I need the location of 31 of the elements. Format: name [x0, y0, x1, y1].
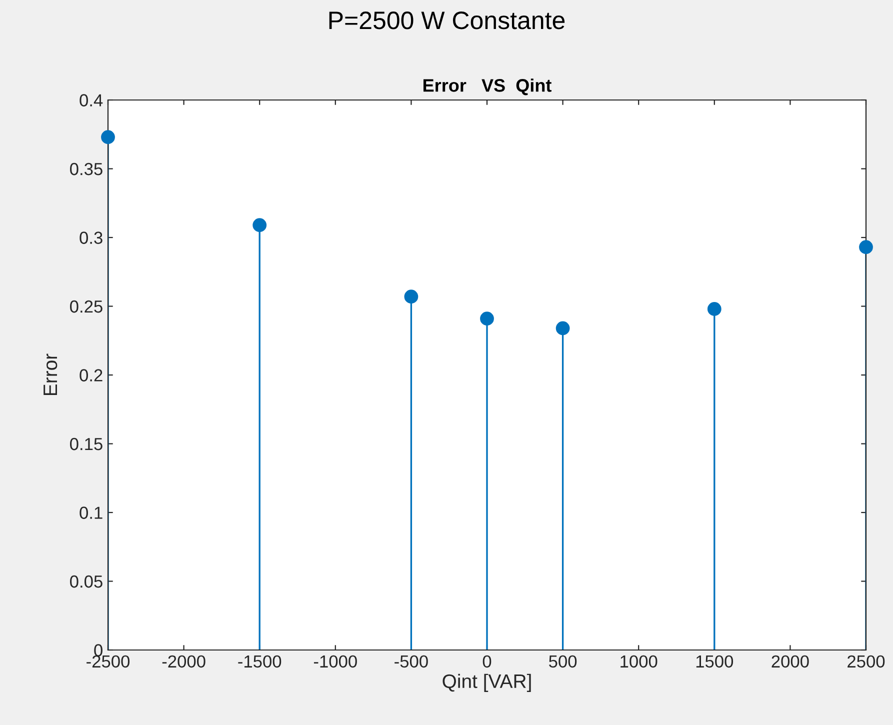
point	[252, 218, 267, 232]
y-axis-title: Error	[44, 354, 58, 396]
x-tick-label: -1500	[238, 655, 282, 668]
point	[556, 321, 570, 336]
y-tick-label: 0.15	[70, 438, 102, 450]
x-tick-label: 0	[482, 655, 492, 668]
x-tick-label: 1000	[620, 655, 658, 668]
y-tick-label: 0.35	[70, 162, 102, 176]
y-tick-label: 0.3	[80, 232, 102, 244]
x-tick-label: -2500	[86, 655, 130, 668]
point	[707, 302, 722, 316]
x-tick-label: -2000	[162, 655, 206, 668]
chart-subtitle: Error VS Qint	[423, 78, 552, 96]
x-tick-label: 2000	[772, 655, 809, 668]
chart-title: P=2500 W Constante	[329, 12, 565, 30]
y-tick-label: 0.2	[80, 369, 102, 382]
y-tick-label: 0.05	[70, 575, 102, 588]
point	[404, 290, 418, 304]
y-tick-label: 0.4	[80, 94, 103, 106]
point	[480, 312, 494, 326]
y-tick-label: 0	[94, 644, 102, 656]
y-tick-label: 0.1	[80, 506, 102, 519]
x-tick-label: 2500	[848, 655, 885, 668]
y-tick-label: 0.25	[70, 300, 102, 313]
point	[859, 240, 873, 254]
x-tick-label: 1500	[696, 655, 734, 668]
x-tick-label: -500	[394, 655, 428, 668]
point	[101, 130, 115, 144]
x-tick-label: -1000	[314, 655, 357, 668]
x-tick-label: 500	[549, 655, 577, 668]
x-axis-title: Qint [VAR]	[442, 674, 531, 692]
